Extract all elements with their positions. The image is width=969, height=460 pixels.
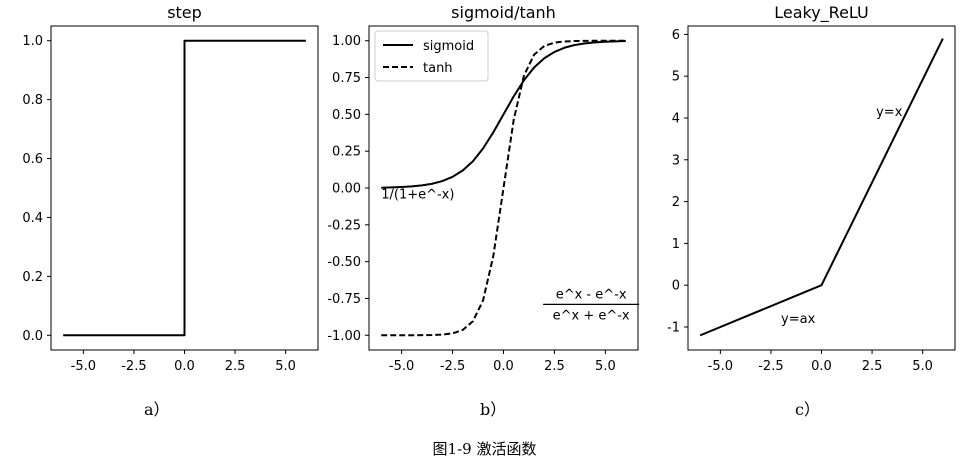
legend-frame bbox=[374, 30, 489, 82]
leaky-relu-ytick-label: -1 bbox=[667, 321, 680, 336]
sigmoid-tanh-title: sigmoid/tanh bbox=[451, 3, 556, 22]
sublabel-c: c） bbox=[795, 400, 820, 419]
leaky-relu-ytick-label: 1 bbox=[672, 237, 680, 252]
leaky-relu-ytick-label: 0 bbox=[672, 279, 680, 294]
sigmoid-tanh-legend: sigmoid tanh bbox=[374, 30, 489, 82]
step-chart: step -5.0 -2.5 0.0 2.5 5.0 0.0 0.2 0.4 0.6 0.8 1.0 bbox=[22, 3, 319, 374]
legend-label-tanh: tanh bbox=[423, 61, 453, 76]
sigmoid-tanh-xtick-label: 2.5 bbox=[544, 359, 565, 374]
step-xtick-label: 5.0 bbox=[275, 359, 296, 374]
leaky-relu-ytick-label: 4 bbox=[672, 111, 680, 126]
leaky-relu-series-line bbox=[699, 38, 944, 337]
leaky-relu-ytick-label: 5 bbox=[672, 70, 680, 85]
step-series-line bbox=[63, 39, 306, 337]
leaky-relu-xtick-label: 0.0 bbox=[811, 359, 832, 374]
sigmoid-tanh-ytick-label: -0.25 bbox=[327, 218, 361, 233]
step-ytick-label: 0.6 bbox=[22, 152, 43, 167]
step-title: step bbox=[167, 3, 202, 22]
sigmoid-tanh-ytick-label: -0.50 bbox=[327, 255, 361, 270]
sigmoid-tanh-ytick-label: 0.50 bbox=[332, 108, 361, 123]
sigmoid-tanh-xtick-label: 0.0 bbox=[493, 359, 514, 374]
sublabel-a: a） bbox=[144, 400, 170, 419]
sigmoid-tanh-ytick-label: 0.00 bbox=[332, 182, 361, 197]
sublabel-b: b） bbox=[480, 400, 507, 419]
sigmoid-tanh-ytick-label: 1.00 bbox=[332, 34, 361, 49]
leaky-relu-title: Leaky_ReLU bbox=[774, 3, 869, 23]
sigmoid-tanh-xtick-label: -5.0 bbox=[389, 359, 414, 374]
sigmoid-tanh-ytick-label: -1.00 bbox=[327, 329, 361, 344]
sigmoid-tanh-annotation: 1/(1+e^-x) bbox=[381, 187, 454, 202]
sigmoid-tanh-xtick-label: 5.0 bbox=[595, 359, 616, 374]
sigmoid-tanh-chart: sigmoid/tanh -5.0 -2.5 0.0 2.5 5.0 -1.00 -0.75 -… bbox=[327, 3, 640, 374]
sigmoid-tanh-series-sigmoid bbox=[381, 40, 626, 189]
leaky-relu-xtick-label: -5.0 bbox=[708, 359, 733, 374]
step-xtick-label: -5.0 bbox=[71, 359, 96, 374]
sigmoid-tanh-ytick-label: -0.75 bbox=[327, 292, 361, 307]
step-ytick-label: 0.2 bbox=[22, 270, 43, 285]
step-xtick-label: 2.5 bbox=[225, 359, 246, 374]
legend-label-sigmoid: sigmoid bbox=[423, 39, 474, 54]
leaky-relu-xtick-label: 5.0 bbox=[912, 359, 933, 374]
sigmoid-tanh-series-tanh bbox=[381, 39, 626, 337]
sigmoid-tanh-ytick-label: 0.25 bbox=[332, 145, 361, 160]
formula-numerator: e^x - e^-x bbox=[556, 287, 627, 302]
leaky-relu-annotation: y=ax bbox=[781, 312, 816, 327]
leaky-relu-ytick-label: 6 bbox=[672, 28, 680, 43]
sigmoid-tanh-tanh-formula: e^x - e^-x e^x + e^-x bbox=[543, 287, 640, 323]
step-ytick-label: 0.0 bbox=[22, 329, 43, 344]
figure-caption: 图1-9 激活函数 bbox=[432, 440, 537, 458]
sigmoid-tanh-ytick-label: 0.75 bbox=[332, 71, 361, 86]
leaky-relu-annotation: y=x bbox=[876, 105, 903, 120]
step-ytick-label: 0.8 bbox=[22, 93, 43, 108]
leaky-relu-xtick-label: 2.5 bbox=[862, 359, 883, 374]
leaky-relu-axes-frame bbox=[687, 25, 956, 351]
leaky-relu-ytick-label: 3 bbox=[672, 153, 680, 168]
step-ytick-label: 1.0 bbox=[22, 34, 43, 49]
step-xtick-label: -2.5 bbox=[121, 359, 146, 374]
sigmoid-tanh-xtick-label: -2.5 bbox=[440, 359, 465, 374]
leaky-relu-chart: Leaky_ReLU -5.0 -2.5 0.0 2.5 5.0 -1 0 1 2 3 4 5 6 y=x y… bbox=[667, 3, 956, 374]
step-ytick-label: 0.4 bbox=[22, 211, 43, 226]
formula-denominator: e^x + e^-x bbox=[553, 308, 630, 323]
step-xtick-label: 0.0 bbox=[174, 359, 195, 374]
leaky-relu-ytick-label: 2 bbox=[672, 195, 680, 210]
leaky-relu-xtick-label: -2.5 bbox=[758, 359, 783, 374]
